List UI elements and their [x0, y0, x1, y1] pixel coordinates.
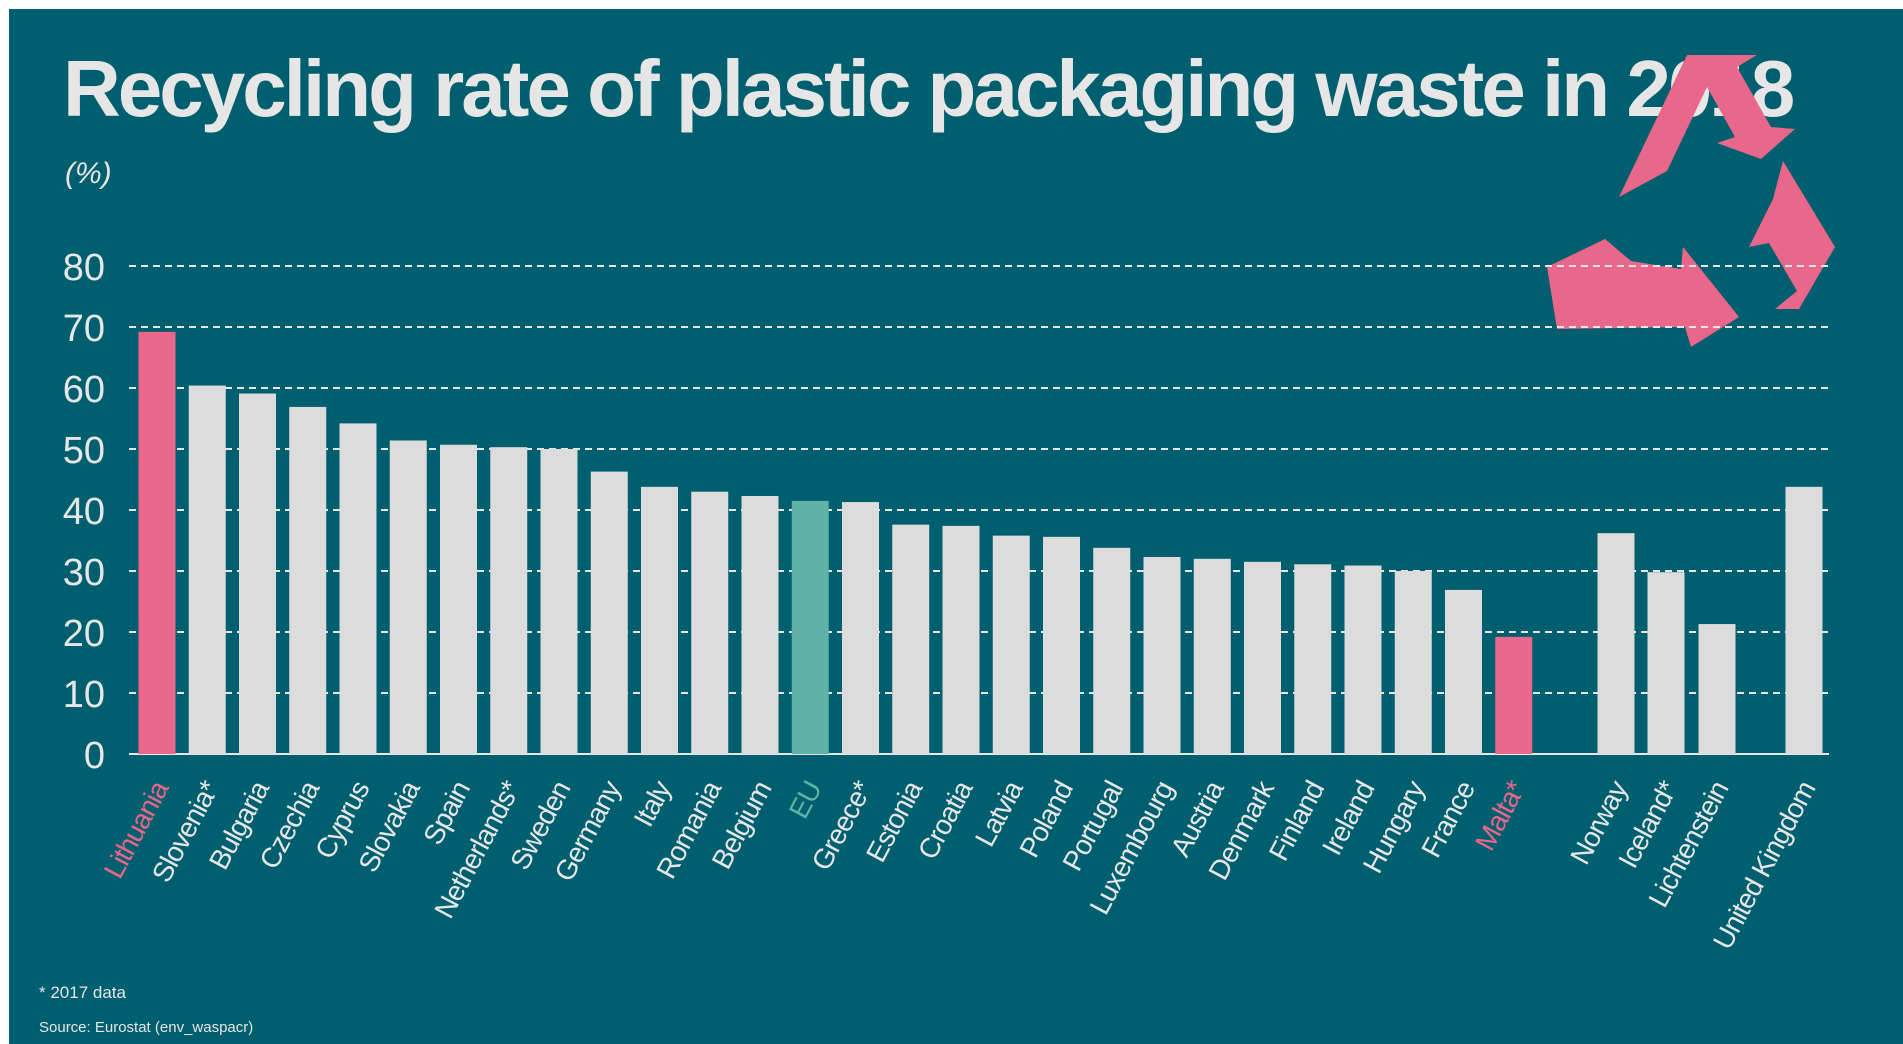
bars: [138, 331, 1823, 754]
x-tick-label-eu: EU: [783, 776, 828, 823]
bar-czechia: [289, 406, 327, 754]
bar-denmark: [1244, 561, 1281, 754]
bar-croatia: [942, 525, 980, 754]
bar-italy: [641, 486, 678, 754]
bar-estonia: [892, 524, 930, 754]
y-tick-label: 50: [63, 430, 105, 472]
y-tick-label: 70: [63, 308, 105, 350]
bar-lithuania: [138, 331, 176, 754]
x-axis-labels: LithuaniaSlovenia*BulgariaCzechiaCyprusS…: [98, 775, 1822, 955]
y-axis-ticks: 0 10 20 30 40 50 60 70 80: [63, 247, 105, 777]
y-tick-label: 40: [63, 491, 105, 533]
bar-lichtenstein: [1698, 624, 1736, 754]
unit-label: (%): [65, 157, 112, 190]
bar-spain: [440, 444, 477, 754]
bar-iceland: [1647, 572, 1685, 754]
chart-title: Recycling rate of plastic packaging wast…: [63, 44, 1795, 133]
y-tick-label: 80: [63, 247, 105, 289]
bar-slovenia: [188, 385, 226, 754]
x-tick-label-italy: Italy: [628, 775, 678, 831]
x-tick-label-malta: Malta*: [1469, 775, 1531, 855]
bar-ireland: [1344, 565, 1382, 754]
y-tick-label: 10: [63, 674, 105, 716]
bar-hungary: [1394, 571, 1432, 754]
infographic-panel: Recycling rate of plastic packaging wast…: [9, 9, 1903, 1044]
bar-sweden: [540, 449, 578, 754]
bar-chart: 0 10 20 30 40 50 60 70 80 LithuaniaSlovenia*Bulg…: [63, 247, 1829, 955]
bar-finland: [1294, 564, 1332, 754]
footnote: * 2017 data: [39, 983, 126, 1002]
bar-norway: [1597, 533, 1635, 754]
bar-belgium: [741, 495, 779, 754]
y-tick-label: 0: [84, 735, 105, 777]
bar-united-kingdom: [1785, 486, 1823, 754]
bar-cyprus: [339, 423, 377, 754]
bar-france: [1445, 589, 1482, 754]
bar-latvia: [992, 535, 1030, 754]
bar-portugal: [1093, 547, 1131, 754]
bar-poland: [1043, 536, 1080, 754]
source-note: Source: Eurostat (env_waspacr): [39, 1019, 254, 1036]
bar-luxembourg: [1143, 556, 1181, 754]
y-tick-label: 60: [63, 369, 105, 411]
bar-malta: [1495, 636, 1533, 754]
y-tick-label: 20: [63, 613, 105, 655]
bar-greece: [842, 502, 879, 754]
bar-romania: [691, 491, 729, 754]
bar-germany: [590, 471, 628, 754]
bar-netherlands: [490, 447, 528, 754]
bar-austria: [1193, 558, 1231, 754]
bar-bulgaria: [239, 393, 276, 754]
y-tick-label: 30: [63, 552, 105, 594]
bar-eu: [791, 500, 829, 754]
bar-slovakia: [389, 440, 427, 754]
